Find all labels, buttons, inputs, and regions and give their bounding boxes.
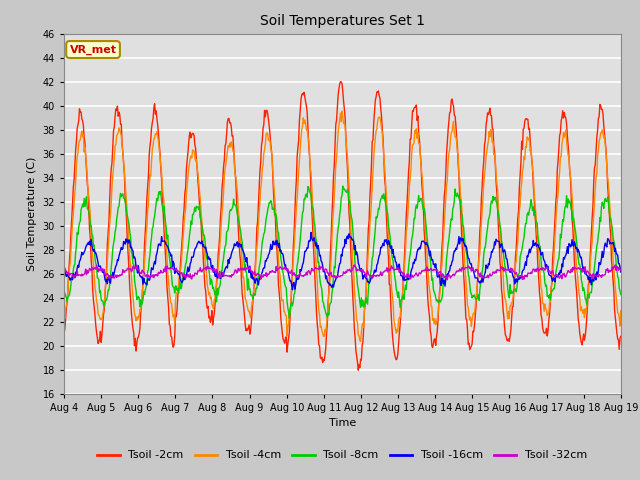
Tsoil -32cm [426,266,434,272]
Tsoil -8cm [428,277,436,283]
Tsoil -32cm [184,272,192,277]
Tsoil -32cm [127,269,135,275]
Tsoil -16cm [428,257,436,263]
Line: Tsoil -32cm: Tsoil -32cm [64,265,621,280]
Tsoil -2cm [127,310,135,316]
X-axis label: Time: Time [329,418,356,428]
Tsoil -16cm [184,264,192,270]
Line: Tsoil -4cm: Tsoil -4cm [64,111,621,341]
Line: Tsoil -2cm: Tsoil -2cm [64,82,621,370]
Line: Tsoil -8cm: Tsoil -8cm [64,186,621,318]
Tsoil -8cm [617,291,625,297]
Tsoil -8cm [60,288,68,293]
Tsoil -2cm [428,343,436,349]
Tsoil -32cm [60,267,68,273]
Tsoil -4cm [70,200,78,205]
Tsoil -32cm [410,273,418,279]
Tsoil -32cm [612,262,620,268]
Tsoil -8cm [339,183,347,189]
Tsoil -2cm [355,367,362,373]
Tsoil -8cm [214,286,221,291]
Y-axis label: Soil Temperature (C): Soil Temperature (C) [27,156,37,271]
Legend: Tsoil -2cm, Tsoil -4cm, Tsoil -8cm, Tsoil -16cm, Tsoil -32cm: Tsoil -2cm, Tsoil -4cm, Tsoil -8cm, Tsoi… [93,446,592,465]
Tsoil -4cm [214,269,221,275]
Tsoil -4cm [428,304,436,310]
Tsoil -4cm [356,338,364,344]
Tsoil -2cm [214,273,221,278]
Tsoil -2cm [617,334,625,339]
Tsoil -16cm [214,275,221,281]
Title: Soil Temperatures Set 1: Soil Temperatures Set 1 [260,14,425,28]
Tsoil -32cm [214,269,221,275]
Tsoil -8cm [70,263,78,268]
Tsoil -4cm [412,131,419,136]
Tsoil -16cm [70,273,78,278]
Text: VR_met: VR_met [70,44,116,55]
Tsoil -16cm [307,229,315,235]
Tsoil -16cm [617,269,625,275]
Tsoil -8cm [184,247,192,252]
Tsoil -16cm [289,287,296,293]
Tsoil -4cm [60,311,68,317]
Tsoil -2cm [70,177,78,183]
Tsoil -16cm [412,258,419,264]
Tsoil -2cm [60,330,68,336]
Tsoil -32cm [617,267,625,273]
Tsoil -2cm [412,104,419,110]
Tsoil -2cm [184,150,192,156]
Tsoil -8cm [127,249,135,255]
Tsoil -2cm [337,79,344,84]
Line: Tsoil -16cm: Tsoil -16cm [64,232,621,290]
Tsoil -4cm [338,108,346,114]
Tsoil -32cm [444,277,451,283]
Tsoil -4cm [127,274,135,279]
Tsoil -4cm [617,308,625,313]
Tsoil -16cm [127,244,135,250]
Tsoil -8cm [412,205,419,211]
Tsoil -4cm [184,175,192,180]
Tsoil -16cm [60,264,68,270]
Tsoil -32cm [70,275,78,280]
Tsoil -8cm [285,315,293,321]
